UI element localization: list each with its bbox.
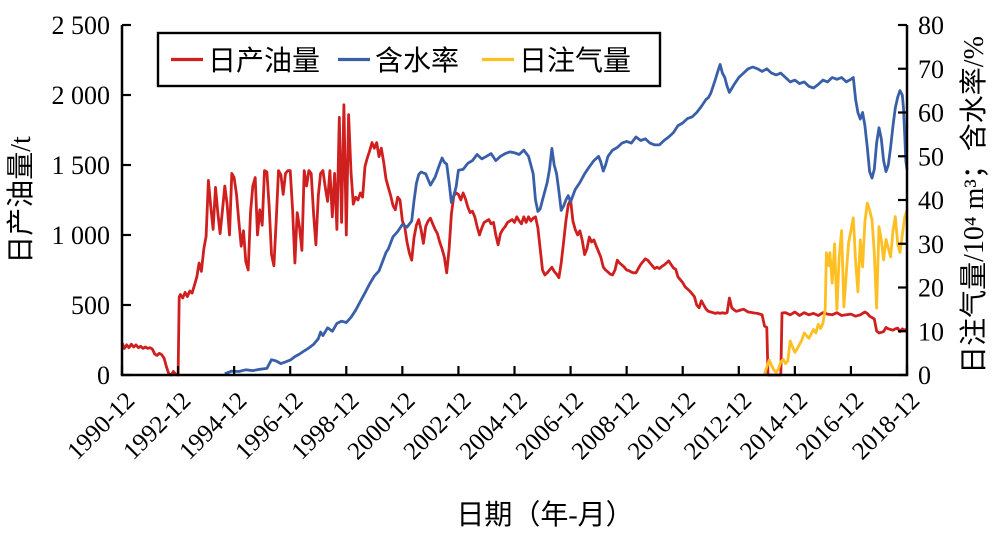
right-tick-label: 80: [918, 11, 944, 40]
x-axis-title: 日期（年-月）: [456, 499, 633, 531]
right-tick-label: 70: [918, 55, 944, 84]
left-tick-label: 2 000: [52, 81, 111, 110]
legend-label-oil: 日产油量: [208, 45, 320, 77]
series-line-water-cut: [224, 63, 909, 376]
left-tick-label: 2 500: [52, 11, 111, 40]
right-tick-label: 40: [918, 186, 944, 215]
right-tick-label: 10: [918, 317, 944, 346]
right-tick-label: 20: [918, 274, 944, 303]
series-line-daily-oil-production: [120, 103, 908, 377]
legend-border: [156, 31, 662, 88]
right-tick-label: 0: [918, 361, 931, 390]
series-line-daily-gas-injection: [763, 201, 909, 375]
legend-label-gas: 日注气量: [519, 45, 631, 77]
left-tick-label: 0: [97, 361, 110, 390]
left-tick-label: 1 500: [52, 151, 111, 180]
left-tick-label: 1 000: [52, 221, 111, 250]
left-axis-title: 日产油量/t: [5, 136, 37, 264]
right-axis-title: 日注气量/10⁴ m³；含水率/%: [958, 36, 990, 374]
right-tick-label: 50: [918, 142, 944, 171]
right-tick-label: 30: [918, 230, 944, 259]
axes: [120, 23, 909, 377]
right-tick-label: 60: [918, 99, 944, 128]
legend-label-watercut: 含水率: [375, 45, 459, 77]
legend: 日产油量 含水率 日注气量: [156, 31, 662, 88]
series-lines: [120, 63, 909, 377]
left-tick-label: 500: [71, 291, 110, 320]
